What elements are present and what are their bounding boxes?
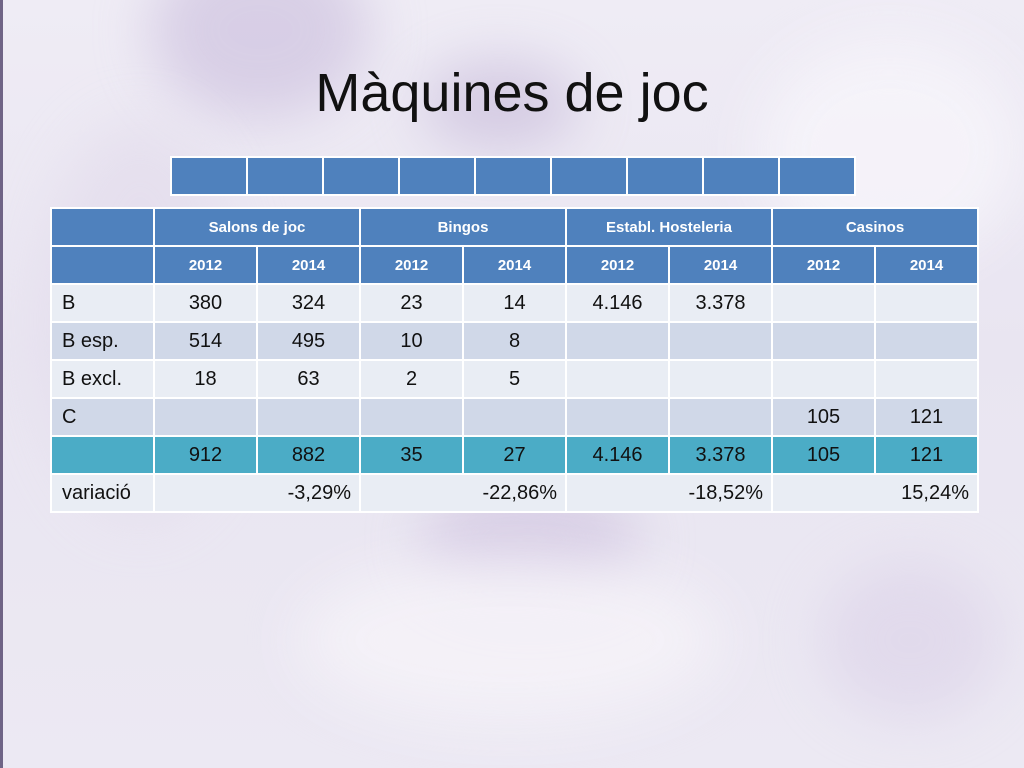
table-cell	[670, 361, 771, 397]
table-cell: 10	[361, 323, 462, 359]
year-header: 2014	[670, 247, 771, 283]
row-label: B excl.	[52, 361, 153, 397]
year-header: 2012	[155, 247, 256, 283]
group-header: Salons de joc	[155, 209, 359, 245]
header-corner	[52, 247, 153, 283]
table-cell: 105	[773, 399, 874, 435]
table-cell	[670, 323, 771, 359]
group-header-row: Salons de joc Bingos Establ. Hosteleria …	[52, 209, 977, 245]
row-label: variació	[52, 475, 153, 511]
total-row: 912 882 35 27 4.146 3.378 105 121	[52, 437, 977, 473]
table-cell	[670, 399, 771, 435]
table-cell: 23	[361, 285, 462, 321]
table-cell: 14	[464, 285, 565, 321]
table-cell: 121	[876, 437, 977, 473]
strip-cell	[248, 158, 322, 194]
table-cell: 514	[155, 323, 256, 359]
header-corner	[52, 209, 153, 245]
year-header-row: 2012 2014 2012 2014 2012 2014 2012 2014	[52, 247, 977, 283]
table-cell	[567, 323, 668, 359]
strip-cell	[172, 158, 246, 194]
year-header: 2014	[258, 247, 359, 283]
table-cell	[876, 361, 977, 397]
strip-cell	[400, 158, 474, 194]
background-decoration	[300, 560, 720, 720]
year-header: 2012	[567, 247, 668, 283]
variation-cell: -3,29%	[155, 475, 359, 511]
group-header: Establ. Hosteleria	[567, 209, 771, 245]
table-cell: 18	[155, 361, 256, 397]
strip-cell	[324, 158, 398, 194]
table-cell: 27	[464, 437, 565, 473]
table-cell	[464, 399, 565, 435]
header-strip	[170, 156, 856, 196]
table-cell	[155, 399, 256, 435]
table-cell	[773, 361, 874, 397]
table-cell	[773, 285, 874, 321]
strip-cell	[780, 158, 854, 194]
table-cell	[258, 399, 359, 435]
table-cell: 3.378	[670, 285, 771, 321]
table-cell: 882	[258, 437, 359, 473]
strip-cell	[552, 158, 626, 194]
variation-cell: -22,86%	[361, 475, 565, 511]
table-row: C 105 121	[52, 399, 977, 435]
year-header: 2012	[773, 247, 874, 283]
table-cell: 5	[464, 361, 565, 397]
row-label: B	[52, 285, 153, 321]
table-cell: 380	[155, 285, 256, 321]
table-cell: 2	[361, 361, 462, 397]
table-cell: 8	[464, 323, 565, 359]
year-header: 2014	[464, 247, 565, 283]
table-cell: 4.146	[567, 437, 668, 473]
row-label	[52, 437, 153, 473]
group-header: Casinos	[773, 209, 977, 245]
background-decoration	[820, 560, 1000, 720]
table-cell: 63	[258, 361, 359, 397]
table-cell	[876, 285, 977, 321]
table-cell	[361, 399, 462, 435]
year-header: 2014	[876, 247, 977, 283]
table-cell	[567, 361, 668, 397]
strip-cell	[704, 158, 778, 194]
table-row: B excl. 18 63 2 5	[52, 361, 977, 397]
table-cell: 912	[155, 437, 256, 473]
background-decoration	[420, 60, 580, 150]
table-cell: 495	[258, 323, 359, 359]
table-cell	[773, 323, 874, 359]
machines-table: Salons de joc Bingos Establ. Hosteleria …	[50, 207, 979, 513]
table-cell: 3.378	[670, 437, 771, 473]
variation-cell: 15,24%	[773, 475, 977, 511]
table-row: B 380 324 23 14 4.146 3.378	[52, 285, 977, 321]
year-header: 2012	[361, 247, 462, 283]
table-cell: 4.146	[567, 285, 668, 321]
variation-row: variació -3,29% -22,86% -18,52% 15,24%	[52, 475, 977, 511]
table-cell: 35	[361, 437, 462, 473]
table-cell	[876, 323, 977, 359]
group-header: Bingos	[361, 209, 565, 245]
strip-cell	[476, 158, 550, 194]
table-cell: 105	[773, 437, 874, 473]
row-label: B esp.	[52, 323, 153, 359]
slide-title: Màquines de joc	[315, 63, 709, 123]
table-row: B esp. 514 495 10 8	[52, 323, 977, 359]
table-cell	[567, 399, 668, 435]
table-cell: 121	[876, 399, 977, 435]
table-cell: 324	[258, 285, 359, 321]
strip-cell	[628, 158, 702, 194]
left-border	[0, 0, 3, 768]
row-label: C	[52, 399, 153, 435]
variation-cell: -18,52%	[567, 475, 771, 511]
